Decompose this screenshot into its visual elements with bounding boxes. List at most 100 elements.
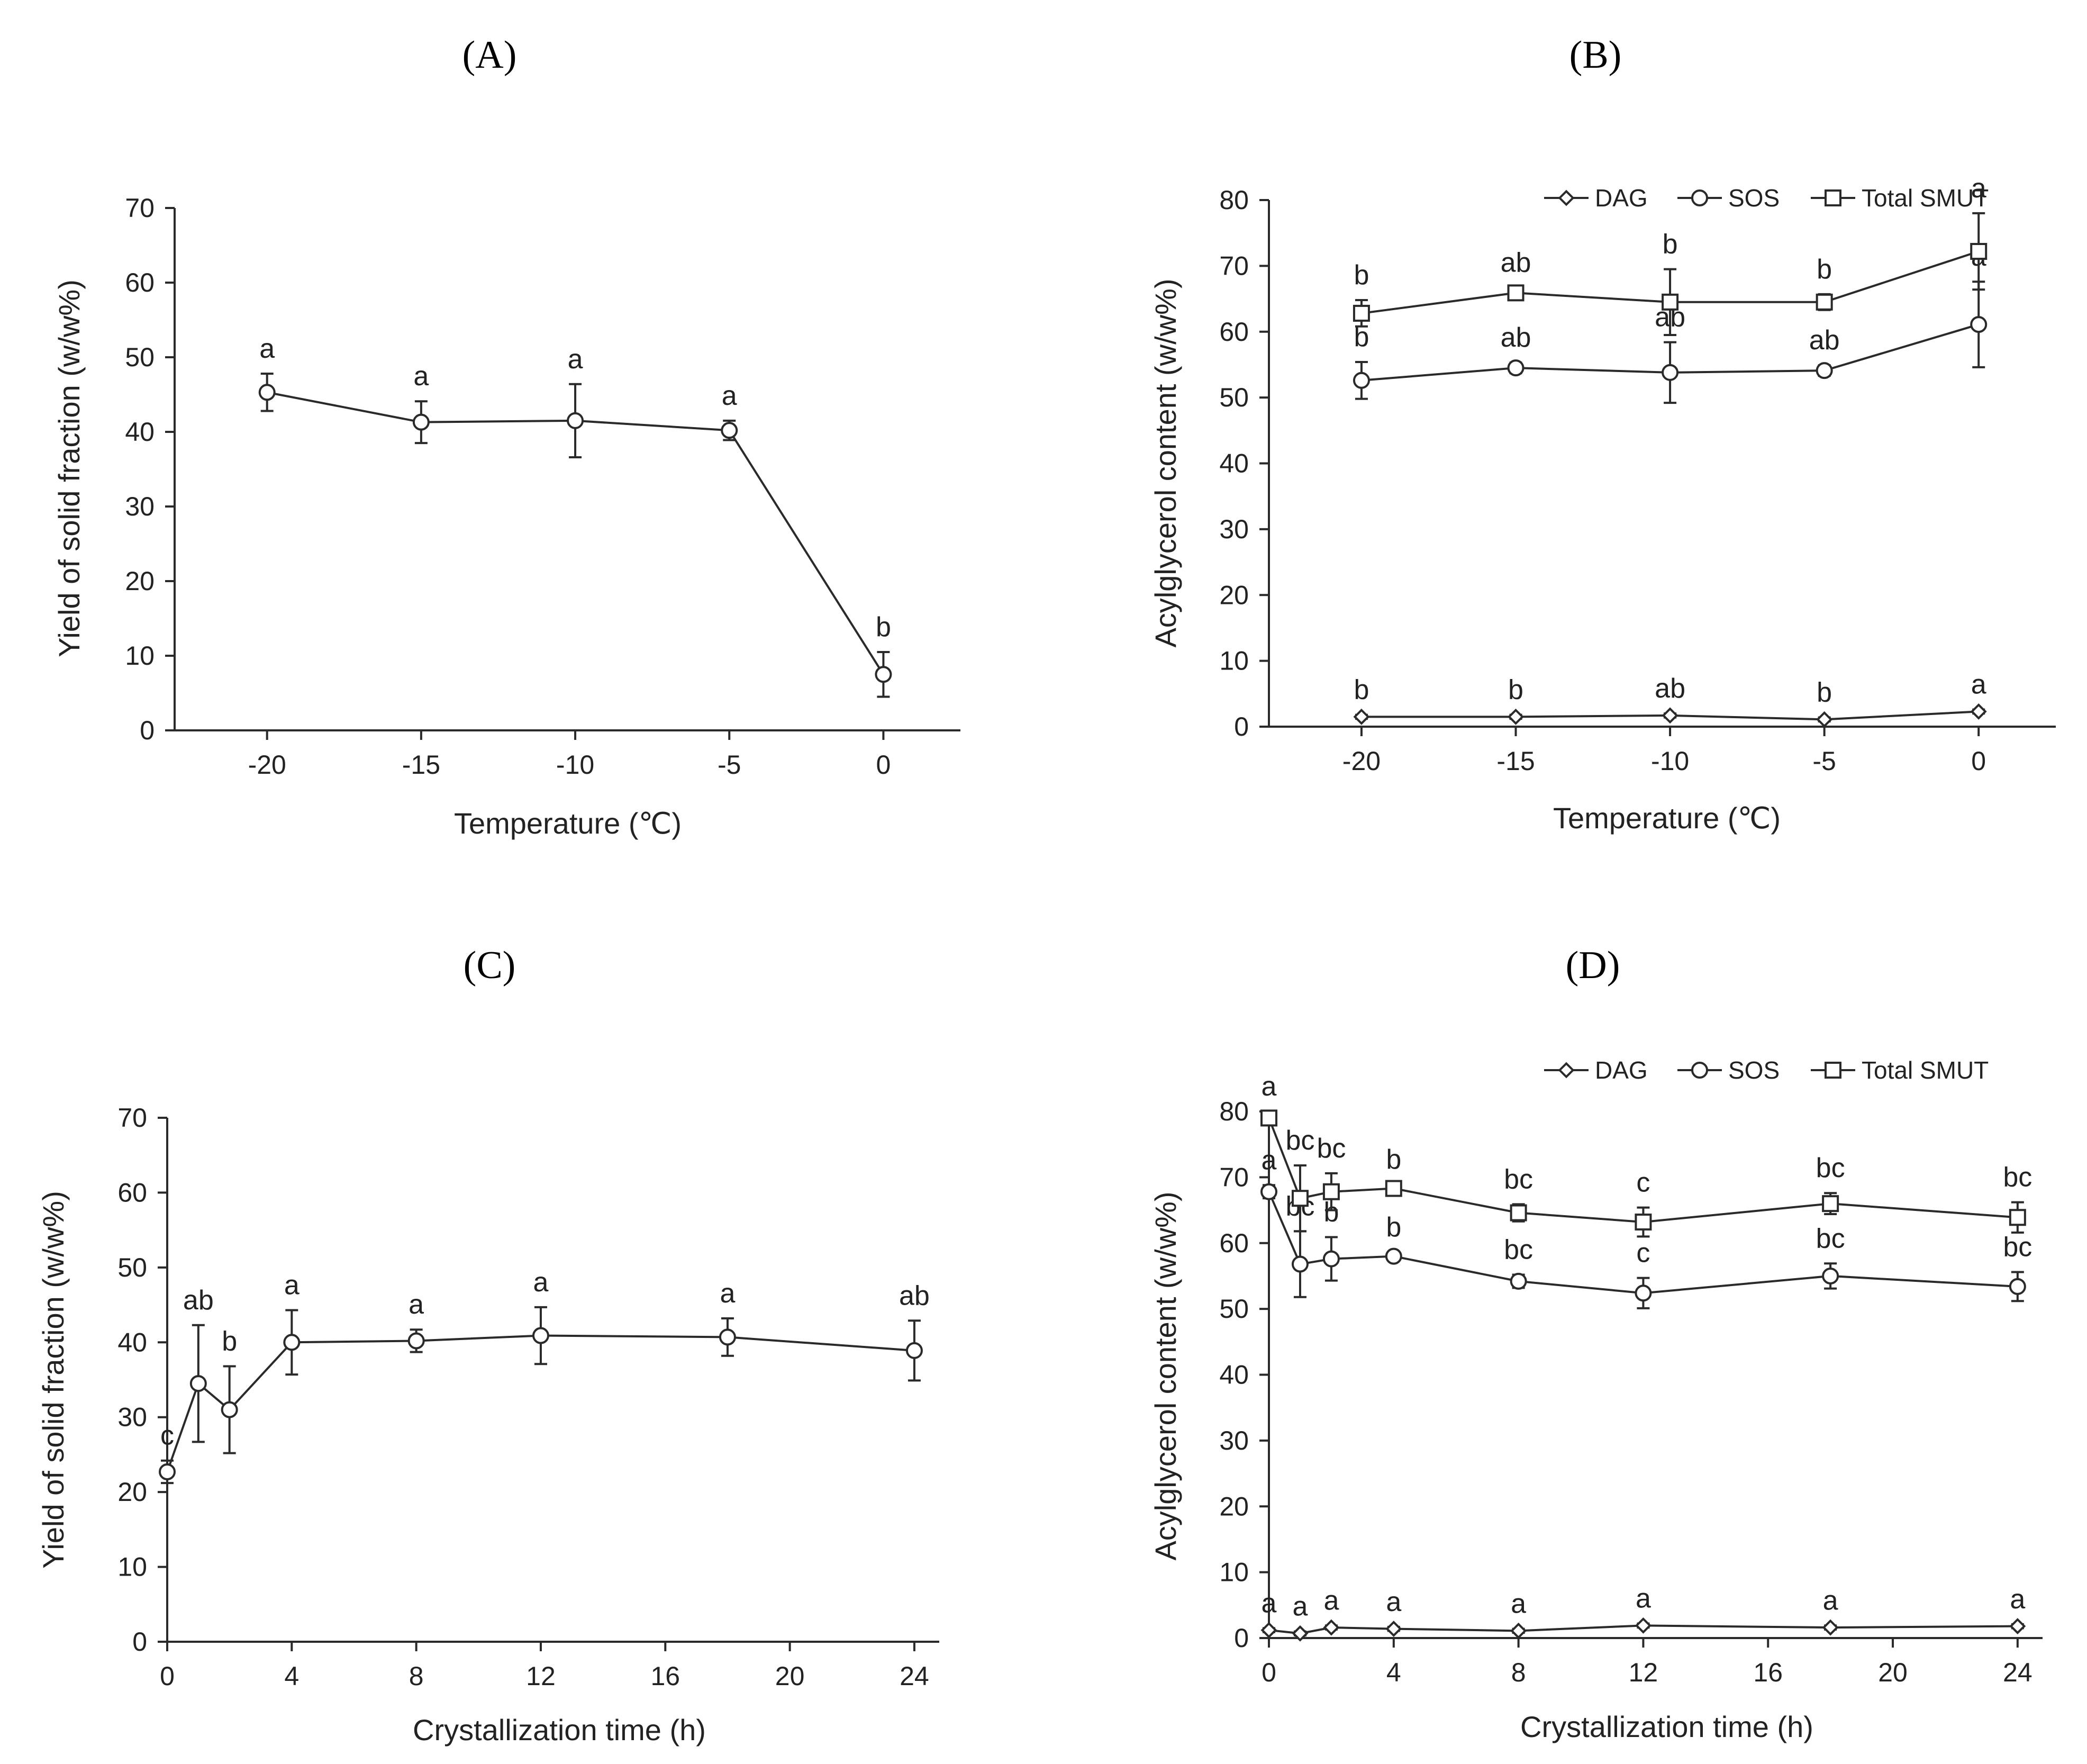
panel-b-series-total-smut-point <box>1507 284 1525 302</box>
panel-c-series-yield-point <box>905 1342 923 1359</box>
panel-d-x-tick-label: 4 <box>1386 1658 1401 1687</box>
panel-a-series-yield-data-label: a <box>722 381 737 411</box>
panel-c-series-yield-point <box>407 1332 425 1350</box>
panel-c-y-tick-label: 20 <box>117 1477 147 1507</box>
panel-b-x-axis-label: Temperature (℃) <box>1553 801 1781 835</box>
panel-a-plot: 0 10 20 30 40 50 60 70 -20 -15 -10 -5 0 a a a a b <box>125 193 960 780</box>
panel-b-series-sos-data-label: ab <box>1501 322 1531 353</box>
panel-d-series-total-smut-data-label: bc <box>1504 1164 1533 1195</box>
panel-d-series-sos-point <box>1322 1250 1340 1268</box>
panel-d-x-tick-label: 0 <box>1262 1658 1276 1687</box>
panel-d-series-dag-point <box>1385 1621 1402 1638</box>
panel-c-x-tick-label: 8 <box>409 1661 424 1691</box>
panel-b-legend-dag-label: DAG <box>1595 184 1648 212</box>
panel-b-series-total-smut-point <box>1353 304 1370 322</box>
panel-d-series-dag-data-label: a <box>1511 1589 1526 1620</box>
panel-d-legend: DAG SOS Total SMUT <box>1544 1056 1989 1084</box>
panel-d-series-total-smut-point <box>1385 1180 1402 1197</box>
panel-a-x-tick-label: -5 <box>718 750 741 780</box>
panel-a-y-tick-label: 30 <box>125 492 155 521</box>
panel-d-title: (D) <box>1566 944 1620 987</box>
panel-d-x-axis-label: Crystallization time (h) <box>1520 1710 1813 1743</box>
panel-c-y-tick-label: 50 <box>117 1253 147 1282</box>
panel-c-y-tick-label: 70 <box>117 1103 147 1133</box>
panel-b-series-dag-point <box>1970 703 1987 720</box>
panel-b-series-sos-point <box>1970 316 1988 333</box>
panel-b-y-axis-label: Acylglycerol content (w/w%) <box>1149 278 1182 647</box>
panel-c-x-tick-label: 4 <box>284 1661 299 1691</box>
panel-c-x-tick-label: 16 <box>650 1661 680 1691</box>
panel-d-series-sos-data-label: bc <box>1816 1223 1845 1254</box>
panel-b-series-dag-data-label: b <box>1508 675 1523 705</box>
panel-a-x-axis-label: Temperature (℃) <box>454 807 682 840</box>
panel-d-y-tick-label: 50 <box>1219 1294 1249 1324</box>
panel-a-y-tick-label: 10 <box>125 641 155 671</box>
panel-b-series-total-smut-data-label: ab <box>1501 247 1531 278</box>
panel-d-legend-dag-marker <box>1558 1062 1575 1079</box>
panel-d-series-sos-point <box>1385 1247 1402 1265</box>
panel-b-series-total-smut-data-label: b <box>1663 229 1678 260</box>
panel-d-x-tick-label: 8 <box>1511 1658 1526 1687</box>
panel-d-x-tick-label: 20 <box>1878 1658 1908 1687</box>
panel-a-y-tick-label: 50 <box>125 342 155 372</box>
panel-c-series-yield-data-label: b <box>222 1326 237 1357</box>
panel-b-y-tick-label: 60 <box>1219 317 1249 347</box>
panel-d-series-sos-point <box>1635 1284 1652 1302</box>
panel-d-y-tick-label: 20 <box>1219 1491 1249 1521</box>
panel-a-y-tick-label: 0 <box>140 716 155 745</box>
panel-b-series-sos-point <box>1353 372 1370 389</box>
panel-a-y-tick-label: 70 <box>125 193 155 223</box>
panel-c-y-tick-label: 0 <box>132 1627 147 1657</box>
panel-d-series-dag-point <box>1822 1619 1839 1636</box>
panel-d-series-sos-data-label: c <box>1636 1238 1650 1269</box>
panel-b-x-tick-label: 0 <box>1971 746 1986 776</box>
panel-c-x-tick-label: 20 <box>775 1661 805 1691</box>
panel-d-y-tick-label: 0 <box>1234 1623 1249 1653</box>
panel-a-title: (A) <box>462 33 517 77</box>
panel-d-y-tick-label: 80 <box>1219 1097 1249 1126</box>
panel-d-series-dag-point <box>1292 1625 1309 1642</box>
panel-a-series-yield-point <box>721 422 738 439</box>
panel-b-series-total-smut-point <box>1970 243 1988 260</box>
panel-c-series-yield-point <box>532 1327 549 1344</box>
panel-c-title: (C) <box>464 944 516 987</box>
panel-d-series-sos-data-label: bc <box>1504 1234 1533 1265</box>
panel-a-y-tick-label: 60 <box>125 268 155 297</box>
panel-d-y-tick-label: 10 <box>1219 1558 1249 1587</box>
panel-d-series-sos-point <box>2009 1278 2026 1295</box>
panel-d-series-sos-point <box>1822 1267 1839 1284</box>
panel-b-y-tick-label: 0 <box>1234 712 1249 741</box>
panel-a-series-yield-data-label: b <box>876 612 891 643</box>
panel-b-legend-dag-marker <box>1558 189 1575 206</box>
panel-d-series-dag-data-label: a <box>1823 1585 1838 1616</box>
panel-c-series-yield-point <box>283 1334 301 1351</box>
panel-b-x-tick-label: -15 <box>1496 746 1535 776</box>
panel-c-series-yield-data-label: a <box>409 1289 424 1320</box>
panel-b-legend-sos-marker <box>1691 189 1708 206</box>
panel-d-series-sos-point <box>1510 1272 1527 1290</box>
panel-d-legend-total-smut-marker <box>1825 1062 1841 1079</box>
panel-b-x-tick-label: -5 <box>1812 746 1836 776</box>
panel-a-series-yield-data-label: a <box>413 361 429 392</box>
panel-d-series-dag-data-label: a <box>1636 1584 1651 1614</box>
panel-d-series-total-smut-point <box>2009 1209 2026 1226</box>
panel-a-x-tick-label: -15 <box>402 750 440 780</box>
panel-d-x-tick-label: 16 <box>1753 1658 1783 1687</box>
panel-b-series-total-smut-data-label: b <box>1354 260 1369 291</box>
panel-d-y-axis-label: Acylglycerol content (w/w%) <box>1149 1191 1182 1560</box>
panel-b-series-dag-data-label: ab <box>1655 673 1685 704</box>
panel-a-series-yield-data-label: a <box>259 333 275 364</box>
panel-d-series-total-smut-data-label: a <box>1262 1071 1277 1102</box>
panel-a-series-yield-point <box>412 413 430 431</box>
panel-d-series-dag-data-label: a <box>1323 1585 1339 1616</box>
panel-d-x-tick-label: 24 <box>2003 1658 2032 1687</box>
panel-b-series-sos-point <box>1507 359 1525 377</box>
panel-d-series-total-smut-point <box>1635 1213 1652 1231</box>
panel-d-series-dag-data-label: a <box>1386 1587 1401 1617</box>
panel-b-series-dag-point <box>1662 707 1678 724</box>
panel-a-x-tick-label: -10 <box>556 750 594 780</box>
